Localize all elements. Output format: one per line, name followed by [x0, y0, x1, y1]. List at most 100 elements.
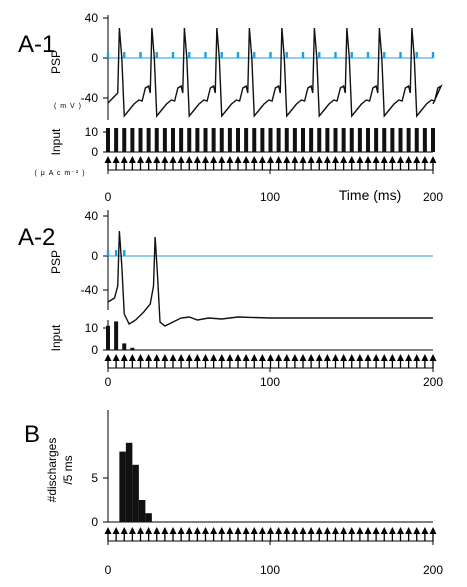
- a1-stimulus-arrow-29: [340, 156, 348, 170]
- a1-stimulus-arrow-17: [242, 156, 250, 170]
- a1-psp-trace: [107, 27, 443, 118]
- a1-stimulus-arrow-7: [161, 156, 169, 170]
- a1-input-pulses: [106, 128, 435, 152]
- a2-stimulus-arrow-20: [267, 354, 274, 368]
- b-stimulus-arrow-29: [340, 527, 348, 541]
- a1-stimulus-arrow-0: [104, 156, 112, 170]
- a1-input-pulse-35: [390, 128, 395, 152]
- a1-input-pulse-34: [382, 128, 387, 152]
- a2-input-tick-0: 0: [91, 343, 98, 357]
- a2-reference-pulse-2: [123, 250, 126, 256]
- a2-stimulus-arrow-31: [356, 354, 364, 368]
- a1-stimulus-arrow-10: [185, 156, 193, 170]
- a1-input-pulse-18: [252, 128, 257, 152]
- a1-stimulus-arrow-33: [372, 156, 380, 170]
- a2-stimulus-arrow-10: [185, 354, 193, 368]
- a1-reference-pulse-8: [236, 52, 240, 58]
- a2-stimulus-arrow-5: [145, 354, 153, 368]
- a1-stimulus-arrow-1: [112, 156, 120, 170]
- a1-psp-unit: ( m V ): [54, 103, 82, 110]
- a2-stimulus-arrow-32: [364, 354, 372, 368]
- a2-stimulus-arrow-19: [258, 354, 266, 368]
- a2-reference-pulse-1: [114, 250, 118, 256]
- a1-input-pulse-24: [301, 128, 305, 152]
- a1-input-pulse-5: [146, 128, 151, 152]
- a1-stimulus-arrow-19: [258, 156, 266, 170]
- b-stimulus-arrow-10: [185, 527, 193, 541]
- a2-stimulus-arrow-8: [169, 354, 177, 368]
- a1-input-pulse-36: [398, 128, 403, 152]
- a1-input-pulse-31: [357, 128, 362, 152]
- a2-stimulus-arrow-28: [332, 354, 339, 368]
- a1-reference-pulse-17: [383, 52, 386, 58]
- a2-stimulus-arrow-18: [250, 354, 258, 368]
- a1-input-pulse-33: [374, 128, 379, 152]
- a2-stimulus-arrow-27: [323, 354, 331, 368]
- a2-tick-0: 0: [91, 249, 98, 263]
- a1-stimulus-arrow-36: [397, 156, 404, 170]
- b-histogram-bars: [119, 442, 152, 522]
- a1-input-pulse-0: [106, 128, 110, 152]
- a1-psp-axis: 40 0 -40: [81, 11, 109, 120]
- a2-xtick-200: 200: [423, 375, 443, 389]
- b-stimulus-arrow-25: [307, 527, 315, 541]
- a1-stimulus-arrow-9: [177, 156, 185, 170]
- a2-stimulus-arrow-21: [275, 354, 283, 368]
- a2-stimulus-arrow-17: [242, 354, 250, 368]
- a1-input-pulse-6: [154, 128, 159, 152]
- b-stimulus-arrow-30: [348, 527, 356, 541]
- a2-time-axis: 0 100 200: [105, 368, 443, 389]
- a1-stimulus-arrow-32: [364, 156, 372, 170]
- a2-tick-40: 40: [85, 209, 99, 223]
- a1-reference-pulse-20: [431, 52, 435, 58]
- b-stimulus-arrow-17: [242, 527, 250, 541]
- b-stimulus-arrow-34: [380, 527, 388, 541]
- a1-input-pulse-22: [284, 128, 289, 152]
- b-stimulus-arrow-9: [177, 527, 185, 541]
- a1-input-tick-0: 0: [91, 145, 98, 159]
- a2-stimulus-arrow-11: [193, 354, 201, 368]
- a1-input-pulse-27: [325, 128, 330, 152]
- b-stimulus-arrow-19: [258, 527, 266, 541]
- time-axis-title: Time (ms): [339, 187, 401, 203]
- a1-reference-pulse-10: [269, 52, 272, 58]
- a1-stimulus-arrow-14: [218, 156, 226, 170]
- a1-stimulus-arrow-30: [348, 156, 356, 170]
- a1-stimulus-arrow-11: [193, 156, 201, 170]
- a1-stimulus-arrow-37: [405, 156, 413, 170]
- a2-stimulus-arrow-0: [104, 354, 112, 368]
- a2-stimulus-arrow-40: [429, 354, 437, 368]
- a2-stimulus-arrow-24: [299, 354, 307, 368]
- a1-stimulus-arrow-31: [356, 156, 364, 170]
- a1-input-tick-10: 10: [85, 125, 99, 139]
- b-stimulus-arrow-39: [421, 527, 429, 541]
- b-stimulus-arrow-0: [104, 527, 112, 541]
- a2-psp-trace: [107, 230, 433, 327]
- a1-reference-pulse-9: [253, 52, 256, 58]
- a2-stimulus-arrow-22: [283, 354, 291, 368]
- b-stimulus-arrow-14: [218, 527, 226, 541]
- a1-stimulus-arrow-18: [250, 156, 258, 170]
- b-stimulus-arrow-36: [397, 527, 404, 541]
- b-stimulus-arrow-18: [250, 527, 258, 541]
- a2-stimulus-arrow-36: [397, 354, 404, 368]
- a2-psp-axis: 40 0 -40: [81, 209, 109, 310]
- a2-stimulus-arrow-25: [307, 354, 315, 368]
- a1-input-pulse-29: [341, 128, 346, 152]
- a1-input-ylabel: Input: [49, 128, 63, 155]
- b-y-axis: 5 0: [91, 410, 109, 529]
- a1-input-pulse-30: [349, 128, 354, 152]
- a1-stimulus-arrow-22: [283, 156, 291, 170]
- a1-input-pulse-39: [422, 128, 427, 152]
- b-stimulus-arrow-32: [364, 527, 372, 541]
- b-stimulus-arrow-33: [372, 527, 380, 541]
- a1-reference-pulse-18: [399, 52, 402, 58]
- a1-reference-pulse-19: [415, 52, 418, 58]
- a1-input-pulse-15: [227, 128, 232, 152]
- b-stimulus-arrow-35: [388, 527, 396, 541]
- a1-stimulus-arrow-15: [226, 156, 234, 170]
- a2-input-tick-10: 10: [85, 321, 99, 335]
- a1-stimulus-arrow-39: [421, 156, 429, 170]
- a2-stimulus-arrow-14: [218, 354, 226, 368]
- a2-stimulus-arrow-1: [112, 354, 120, 368]
